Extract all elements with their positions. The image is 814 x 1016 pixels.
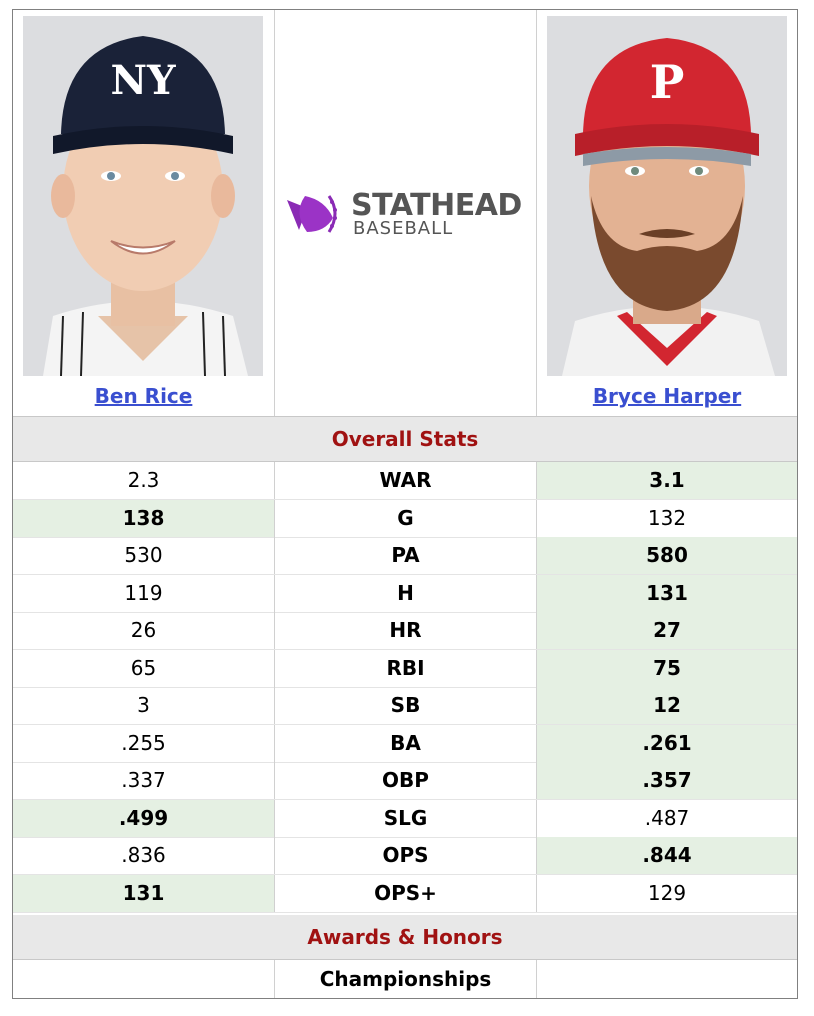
championships-left-value (13, 960, 275, 998)
player-cell-left: NY Ben Rice (13, 10, 275, 416)
stat-left-value: 2.3 (13, 462, 275, 499)
stat-label: PA (275, 537, 537, 574)
championships-row: Championships (13, 960, 797, 998)
stat-right-value: 75 (537, 650, 797, 687)
stat-left-value: 530 (13, 537, 275, 574)
stat-row: 3 SB 12 (13, 687, 797, 725)
stat-label: OPS (275, 837, 537, 874)
stat-left-value: .499 (13, 800, 275, 837)
stat-row: 138 G 132 (13, 500, 797, 538)
stat-left-value: 65 (13, 650, 275, 687)
championships-label: Championships (275, 960, 537, 998)
player-photo-ben-rice[interactable]: NY (23, 16, 263, 376)
stat-right-value: .357 (537, 762, 797, 799)
section-header-overall-stats: Overall Stats (13, 417, 797, 462)
player-link-bryce-harper[interactable]: Bryce Harper (592, 384, 742, 408)
stat-left-value: 131 (13, 875, 275, 912)
headshot-ben-rice-icon: NY (23, 16, 263, 376)
stat-label: BA (275, 725, 537, 762)
stat-row: 119 H 131 (13, 575, 797, 613)
logo-cell: STATHEAD BASEBALL (275, 10, 537, 416)
stat-right-value: .844 (537, 837, 797, 874)
championships-right-value (537, 960, 797, 998)
stat-right-value: 132 (647, 506, 687, 530)
stat-left-value: 26 (13, 612, 275, 649)
stat-left-value: .836 (13, 837, 275, 874)
stathead-ball-icon (287, 195, 337, 233)
stat-right-value: 129 (647, 881, 687, 905)
stat-row: 26 HR 27 (13, 612, 797, 650)
stat-label: OPS+ (275, 875, 537, 912)
stathead-logo[interactable]: STATHEAD BASEBALL (285, 188, 530, 239)
stat-row: 131 OPS+ 129 (13, 875, 797, 913)
stat-label: SB (275, 687, 537, 724)
section-header-awards: Awards & Honors (13, 915, 797, 960)
stat-row: 530 PA 580 (13, 537, 797, 575)
stat-right-value: 27 (537, 612, 797, 649)
player-photo-bryce-harper[interactable]: P (547, 16, 787, 376)
stat-row: 65 RBI 75 (13, 650, 797, 688)
stat-left-value: 138 (13, 500, 275, 537)
stat-label: OBP (275, 762, 537, 799)
player-link-ben-rice[interactable]: Ben Rice (94, 384, 193, 408)
stat-label: G (275, 500, 537, 537)
stat-label: WAR (275, 462, 537, 499)
player-cell-right: P Bryce Harper (537, 10, 797, 416)
stat-row: .337 OBP .357 (13, 762, 797, 800)
stat-left-value: .255 (13, 725, 275, 762)
stat-left-value: 119 (13, 575, 275, 612)
comparison-table: NY Ben Rice STATHEAD BASEBALL (12, 9, 798, 999)
stat-row: .836 OPS .844 (13, 837, 797, 875)
player-header-row: NY Ben Rice STATHEAD BASEBALL (13, 10, 797, 417)
stat-row: 2.3 WAR 3.1 (13, 462, 797, 500)
stat-left-value: 3 (13, 687, 275, 724)
logo-stathead-text: STATHEAD (351, 188, 522, 223)
stat-label: HR (275, 612, 537, 649)
stat-right-value: 12 (537, 687, 797, 724)
svg-text:NY: NY (110, 57, 176, 104)
svg-text:P: P (650, 55, 685, 109)
stat-right-value: 580 (537, 537, 797, 574)
stat-right-value: 131 (537, 575, 797, 612)
stat-row: .255 BA .261 (13, 725, 797, 763)
stat-row: .499 SLG .487 (13, 800, 797, 838)
headshot-bryce-harper-icon: P (547, 16, 787, 376)
stat-left-value: .337 (13, 762, 275, 799)
stat-label: H (275, 575, 537, 612)
logo-baseball-text: BASEBALL (353, 218, 454, 239)
stat-right-value: .261 (537, 725, 797, 762)
stat-label: RBI (275, 650, 537, 687)
stat-right-value: .487 (644, 806, 690, 830)
stat-right-value: 3.1 (537, 462, 797, 499)
stat-label: SLG (275, 800, 537, 837)
